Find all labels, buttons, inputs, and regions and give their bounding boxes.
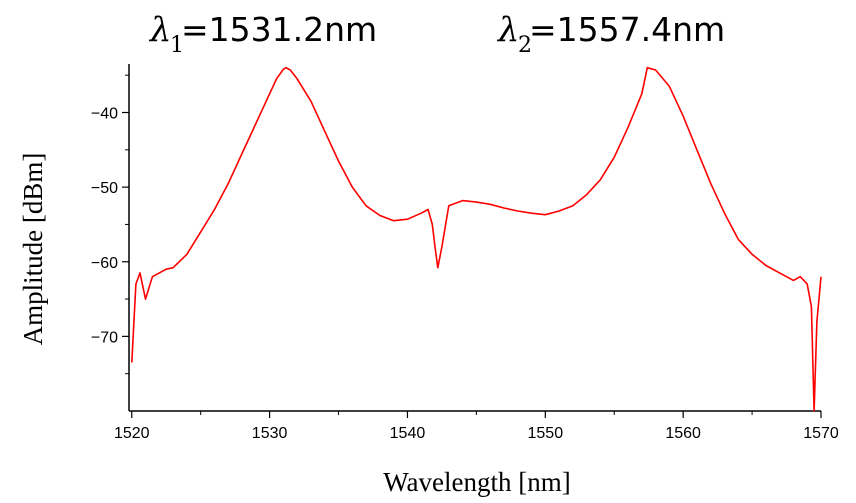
y-tick-label: −60 [91,255,118,272]
y-ticks: −40 −50 −60 −70 [91,74,129,375]
spectrum-line [131,66,822,412]
peak-annotation-2: λ 2 =1557.4nm [496,10,725,58]
series-layer [131,66,822,412]
plot-axes [128,64,821,412]
x-tick-label: 1550 [528,425,564,442]
y-tick-label: −40 [91,106,118,123]
x-tick-label: 1570 [803,425,839,442]
peak-annotation-1: λ 1 =1531.2nm [148,10,377,58]
lambda-subscript: 2 [518,33,532,58]
x-tick-label: 1560 [665,425,701,442]
y-tick-label: −50 [91,180,118,197]
x-ticks: 1520 1530 1540 1550 1560 1570 [114,411,839,442]
x-tick-label: 1540 [390,425,426,442]
lambda-symbol: λ [148,10,172,50]
lambda-subscript: 1 [170,33,184,58]
y-tick-label: −70 [91,329,118,346]
lambda-symbol: λ [496,10,520,50]
peak-1-label: =1531.2nm [181,10,377,49]
y-axis-title: Amplitude [dBm] [18,153,48,346]
x-tick-label: 1520 [114,425,150,442]
x-tick-label: 1530 [252,425,288,442]
peak-2-label: =1557.4nm [529,10,725,49]
x-axis-title: Wavelength [nm] [383,467,571,497]
